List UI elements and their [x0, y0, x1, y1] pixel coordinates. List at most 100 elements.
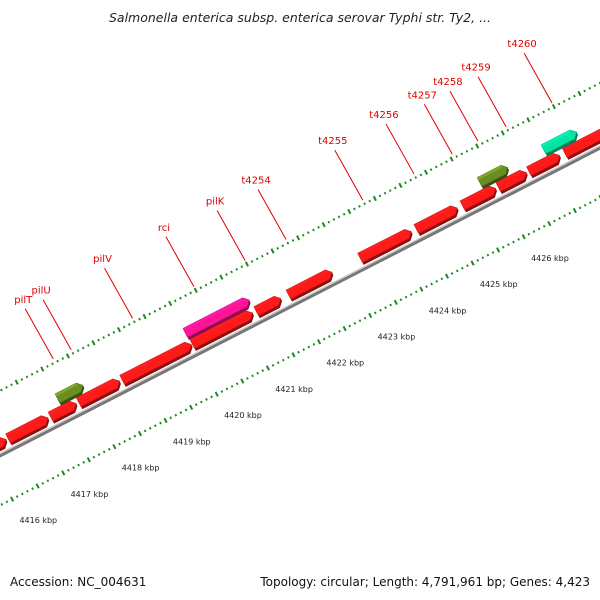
outer-tick: [174, 299, 177, 303]
gene-arrow-highlight: [526, 153, 554, 169]
gene-arrow[interactable]: [495, 169, 528, 195]
gene-label-pilt[interactable]: pilT: [14, 295, 33, 306]
gene-arrow[interactable]: [119, 341, 193, 387]
inner-tick: [363, 316, 367, 320]
callout-line: [24, 308, 54, 360]
gene-track[interactable]: [0, 111, 600, 456]
gene-arrow[interactable]: [5, 415, 50, 446]
gene-arrow[interactable]: [476, 164, 509, 190]
gene-label-t4256[interactable]: t4256: [369, 110, 398, 121]
gene-arrow-highlight: [541, 129, 572, 147]
kbp-label: 4421 kbp: [275, 385, 313, 394]
inner-tick: [358, 319, 362, 323]
kbp-label: 4424 kbp: [429, 306, 467, 315]
outer-tick: [317, 225, 320, 229]
inner-tick: [450, 272, 454, 275]
outer-tick: [312, 228, 315, 232]
inner-tick: [588, 201, 592, 205]
gene-arrow[interactable]: [540, 129, 578, 157]
gene-arrow[interactable]: [413, 205, 459, 236]
gene-arrow[interactable]: [253, 295, 283, 319]
outer-tick: [542, 110, 545, 114]
inner-tick: [261, 369, 265, 372]
outer-tick: [276, 246, 279, 250]
gene-label-t4254[interactable]: t4254: [241, 176, 270, 187]
gene-arrow-body[interactable]: [189, 310, 253, 349]
gene-arrow-body[interactable]: [75, 378, 120, 407]
outer-tick: [445, 160, 448, 164]
inner-tick: [10, 496, 15, 502]
outer-tick: [526, 117, 531, 123]
gene-arrow[interactable]: [561, 111, 600, 160]
gene-arrow-shadow: [545, 132, 578, 157]
gene-label-t4257[interactable]: t4257: [408, 90, 437, 101]
gene-arrow-body[interactable]: [357, 229, 412, 263]
gene-arrow-body[interactable]: [0, 437, 7, 454]
outer-tick: [142, 313, 147, 320]
inner-tick: [491, 251, 495, 254]
gene-label-t4255[interactable]: t4255: [318, 136, 347, 147]
gene-arrow[interactable]: [357, 229, 413, 265]
inner-tick: [496, 247, 501, 253]
inner-tick: [527, 232, 531, 236]
outer-tick: [486, 139, 489, 143]
inner-tick: [46, 479, 50, 483]
callout-line: [449, 90, 479, 142]
gene-arrow[interactable]: [459, 185, 497, 213]
inner-tick: [67, 468, 70, 472]
gene-arrow[interactable]: [75, 378, 121, 410]
outer-tick: [440, 162, 443, 166]
gene-label-t4258[interactable]: t4258: [433, 77, 462, 88]
outer-tick: [20, 378, 24, 381]
inner-tick: [563, 214, 566, 218]
outer-tick: [409, 178, 412, 182]
outer-tick: [0, 388, 3, 392]
outer-tick: [419, 173, 423, 177]
inner-tick: [425, 285, 428, 289]
gene-arrow[interactable]: [54, 382, 85, 406]
inner-tick: [97, 453, 101, 456]
outer-tick: [189, 291, 192, 295]
outer-tick: [460, 152, 464, 156]
gene-arrow[interactable]: [526, 152, 561, 179]
gene-label-pilk[interactable]: pilK: [206, 197, 225, 208]
gene-arrow-highlight: [562, 129, 600, 151]
outer-tick: [56, 359, 59, 363]
gene-label-rci[interactable]: rci: [158, 223, 170, 234]
gene-arrow-body[interactable]: [119, 341, 192, 385]
outer-tick: [71, 351, 75, 355]
gene-arrow-body[interactable]: [540, 129, 578, 155]
gene-label-t4259[interactable]: t4259: [461, 63, 490, 74]
inner-tick: [281, 358, 285, 362]
gene-arrow[interactable]: [189, 310, 254, 351]
callout-line: [216, 210, 246, 261]
gene-arrow[interactable]: [47, 400, 78, 424]
gene-arrow-body[interactable]: [5, 415, 49, 444]
inner-tick: [5, 500, 9, 504]
gene-arrow-highlight: [76, 378, 114, 400]
inner-tick: [271, 363, 275, 367]
outer-tick: [107, 333, 111, 337]
backbone-line: [0, 145, 600, 455]
inner-tick: [333, 332, 336, 336]
gene-arrow[interactable]: [285, 269, 334, 302]
accession-label: Accession: NC_004631: [10, 575, 147, 589]
gene-arrow-highlight: [253, 296, 276, 309]
outer-tick: [551, 103, 556, 110]
inner-tick: [532, 230, 536, 233]
outer-tick: [25, 375, 29, 379]
callout-line: [257, 189, 287, 240]
gene-arrow-highlight: [5, 415, 43, 437]
gene-label-t4260[interactable]: t4260: [507, 39, 536, 50]
gene-arrow-highlight: [189, 310, 247, 342]
gene-arrow-body[interactable]: [285, 269, 333, 300]
outer-tick: [547, 107, 551, 111]
gene-label-pilv[interactable]: pilV: [93, 254, 112, 265]
gene-arrow[interactable]: [0, 437, 8, 456]
inner-tick: [399, 298, 403, 302]
gene-label-pilu[interactable]: pilU: [32, 286, 51, 297]
gene-arrow-body[interactable]: [413, 205, 458, 234]
gene-arrow[interactable]: [182, 297, 251, 340]
gene-arrow-shadow: [52, 403, 78, 424]
